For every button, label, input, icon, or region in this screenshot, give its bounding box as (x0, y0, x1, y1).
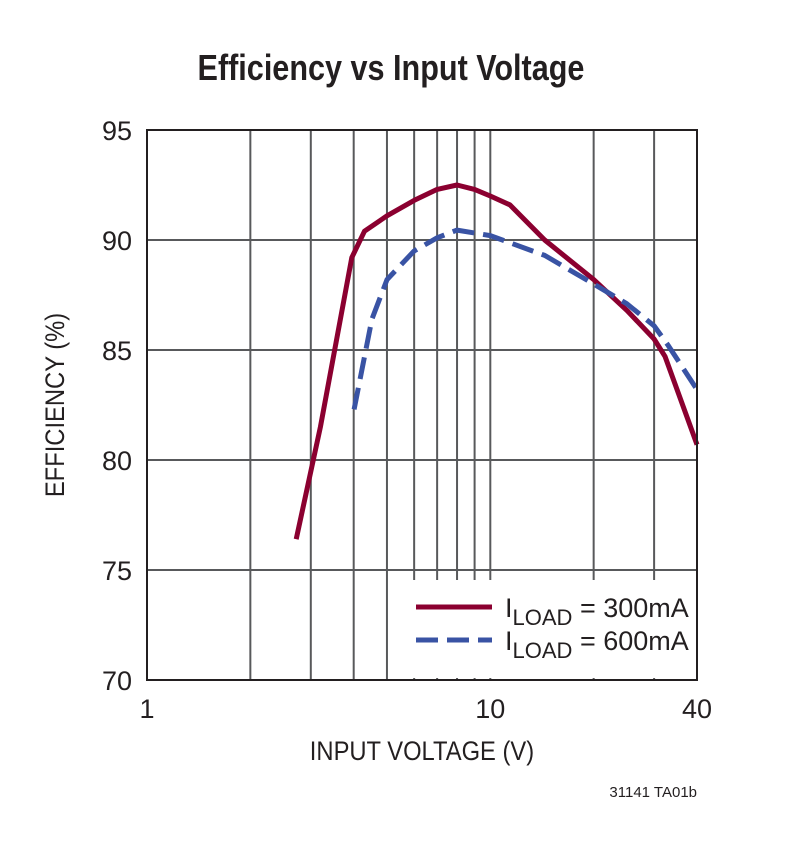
series-line-2 (351, 227, 700, 410)
x-tick-label: 10 (475, 694, 505, 724)
y-axis-label: EFFICIENCY (%) (41, 313, 71, 497)
plot-frame (146, 129, 698, 681)
y-tick-label: 95 (102, 116, 132, 146)
y-tick-label: 80 (102, 446, 132, 476)
series-lines (293, 182, 700, 540)
x-tick-label: 1 (139, 694, 154, 724)
legend-label: ILOAD = 600mA (505, 626, 689, 663)
x-tick-label: 40 (682, 694, 712, 724)
chart-title: Efficiency vs Input Voltage (198, 49, 585, 89)
x-axis-label: INPUT VOLTAGE (V) (310, 737, 534, 767)
series-line-1 (293, 182, 700, 540)
tick-labels: 70 75 80 85 90 95 1 10 40 (102, 116, 712, 724)
legend-background (408, 580, 694, 678)
y-tick-label: 90 (102, 226, 132, 256)
y-tick-label: 75 (102, 556, 132, 586)
y-tick-label: 85 (102, 336, 132, 366)
y-tick-label: 70 (102, 666, 132, 696)
footnote: 31141 TA01b (609, 784, 697, 801)
legend-label: ILOAD = 300mA (505, 593, 689, 630)
